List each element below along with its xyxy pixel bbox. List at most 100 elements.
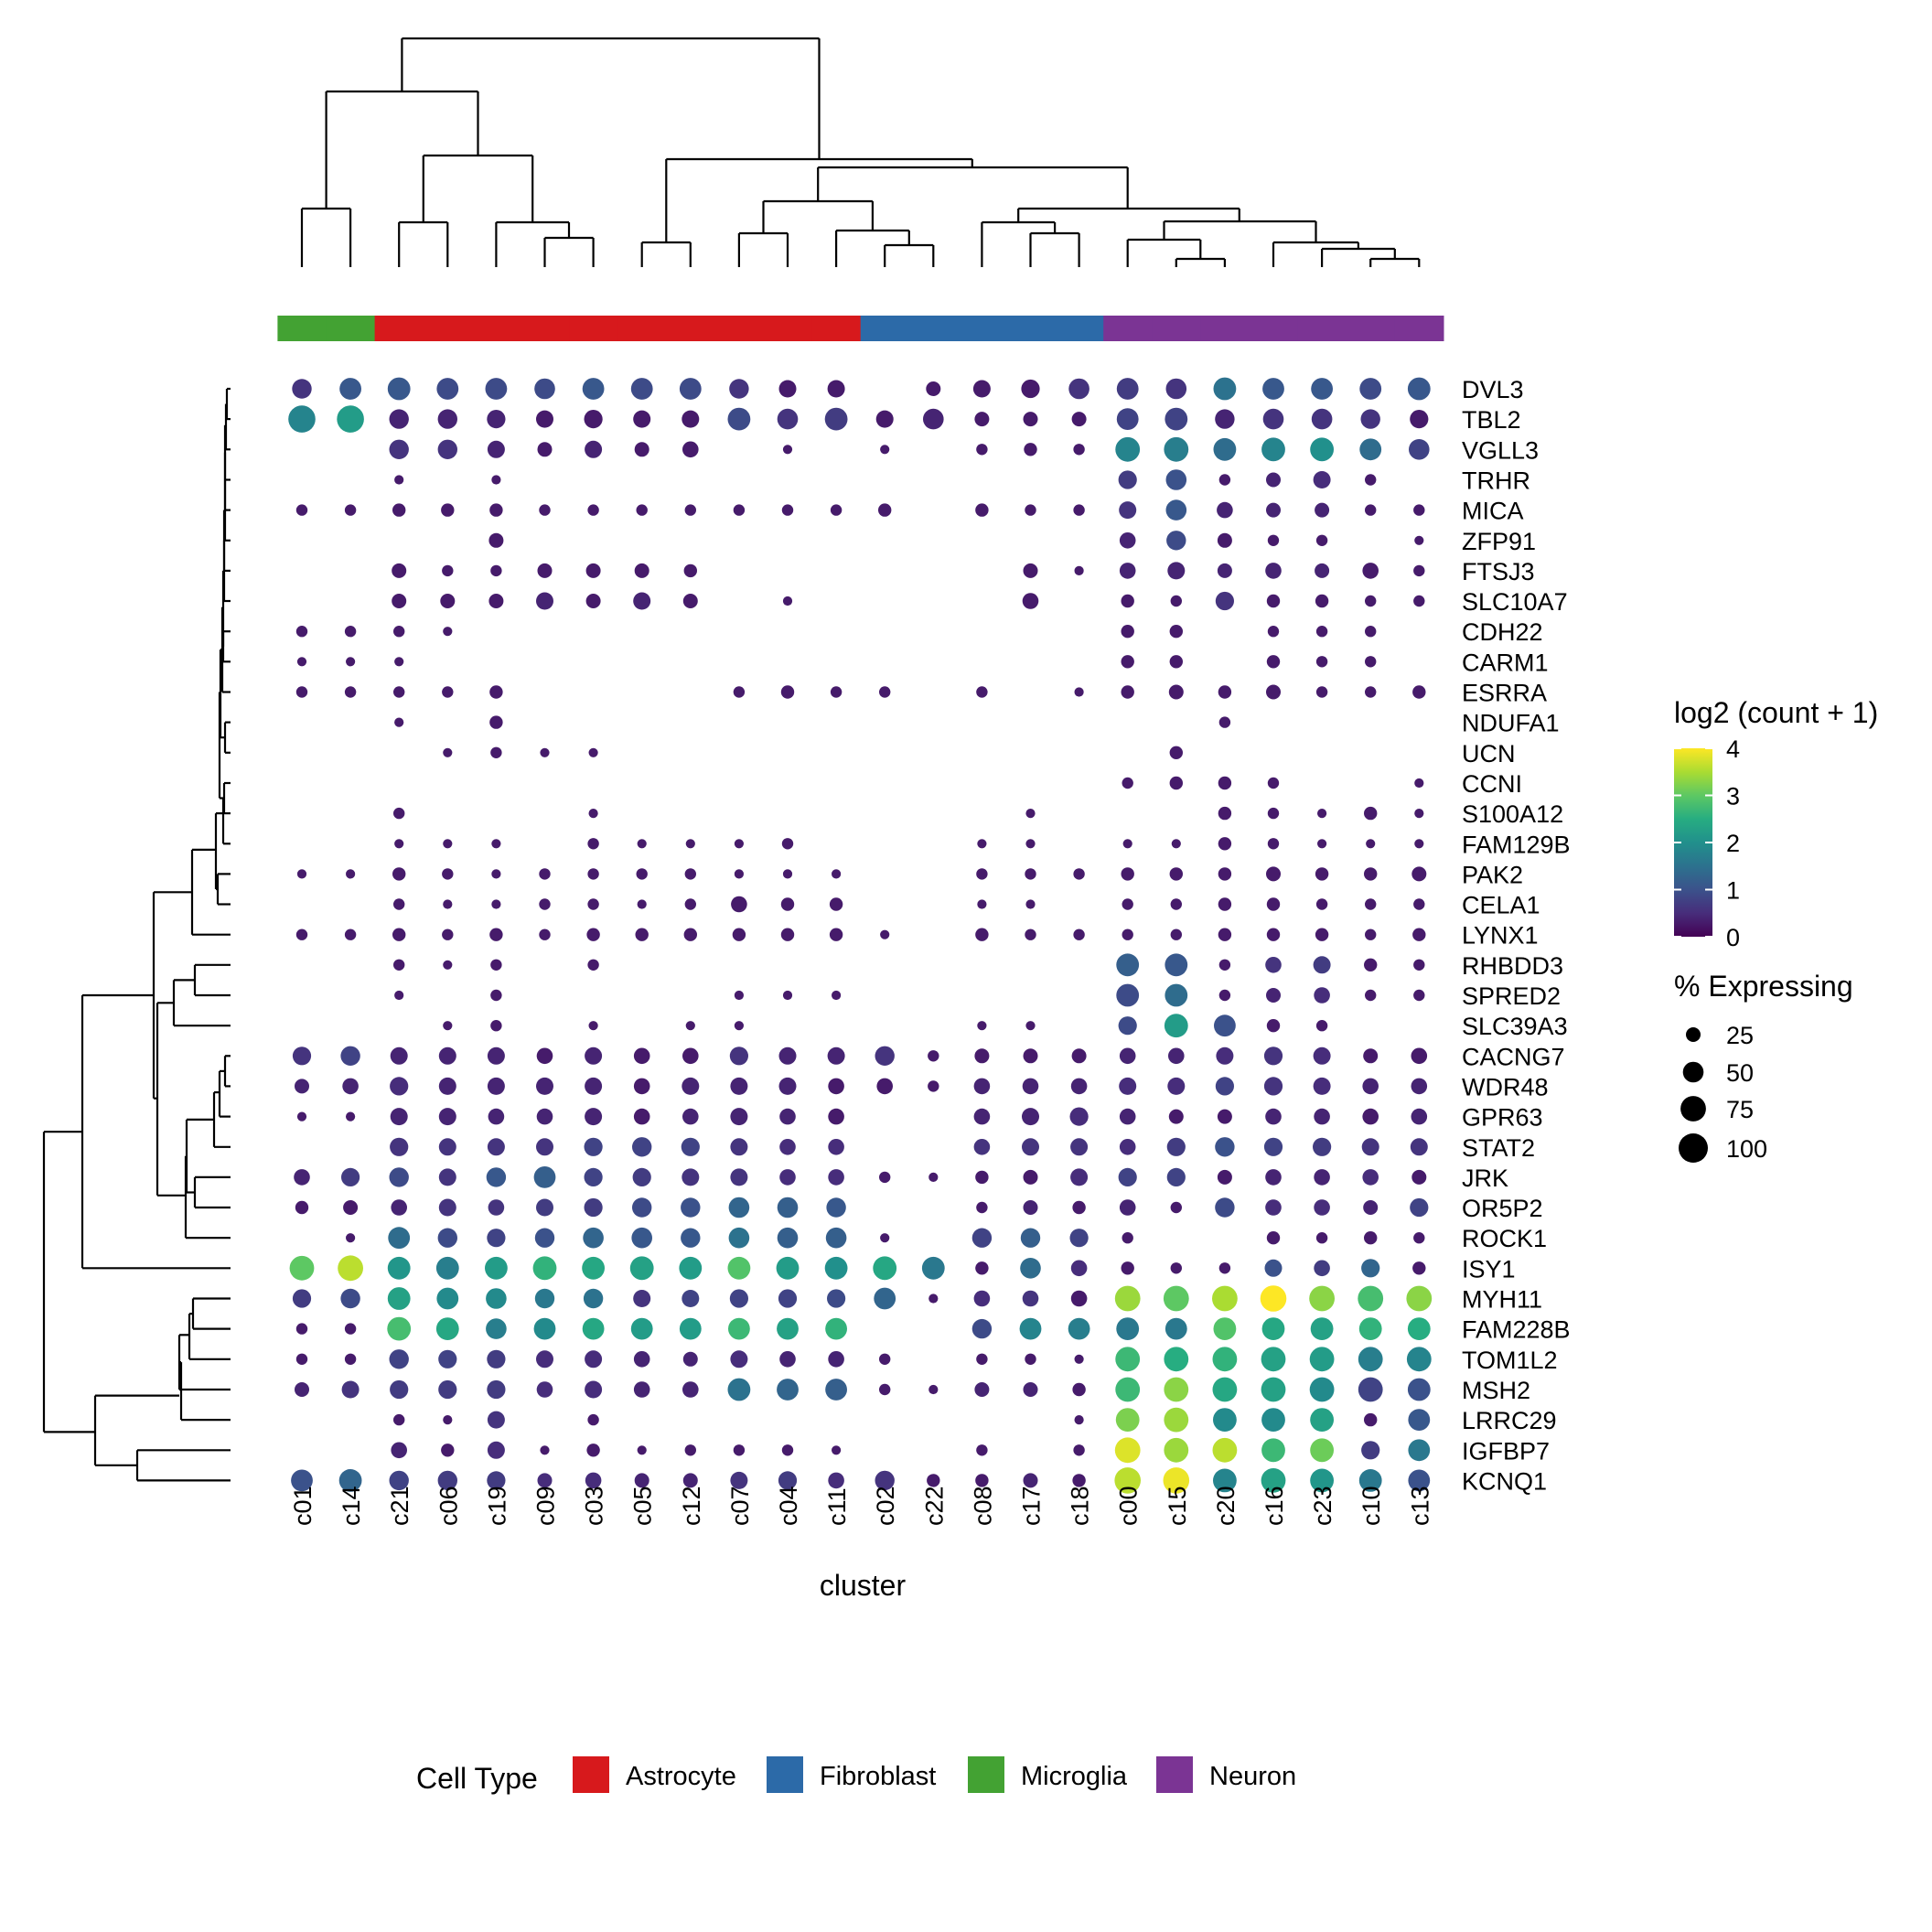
dot-MYH11-c19 (486, 1288, 507, 1309)
dot-DVL3-c16 (1262, 378, 1284, 400)
dot-FAM228B-c23 (1310, 1317, 1334, 1340)
dot-MYH11-c16 (1260, 1285, 1287, 1312)
dot-LYNX1-c15 (1170, 928, 1183, 940)
dot-WDR48-c11 (828, 1078, 844, 1095)
gene-label-PAK2: PAK2 (1462, 861, 1523, 888)
dot-TOM1L2-c01 (295, 1353, 308, 1366)
dot-FAM129B-c23 (1317, 839, 1327, 849)
dot-ESRRA-c18 (1074, 687, 1084, 697)
dot-FAM228B-c21 (387, 1316, 412, 1341)
dot-CARM1-c01 (296, 657, 307, 667)
dot-SPRED2-c04 (782, 990, 793, 1001)
dot-OR5P2-c05 (632, 1197, 652, 1218)
dot-IGFBP7-c10 (1361, 1441, 1380, 1460)
dot-GPR63-c14 (346, 1111, 356, 1122)
dot-UCN-c03 (588, 747, 598, 757)
dot-TBL2-c22 (923, 408, 944, 430)
dot-MSH2-c18 (1072, 1382, 1086, 1397)
cluster-label-c13: c13 (1406, 1486, 1433, 1526)
x-axis-title: cluster (820, 1569, 907, 1602)
dot-GPR63-c07 (730, 1108, 748, 1126)
gene-label-NDUFA1: NDUFA1 (1462, 710, 1560, 737)
dot-DVL3-c04 (778, 380, 797, 398)
legend-swatch-microglia (968, 1756, 1004, 1793)
dot-ISY1-c22 (921, 1256, 945, 1280)
dot-OR5P2-c16 (1265, 1199, 1282, 1216)
gene-label-TOM1L2: TOM1L2 (1462, 1347, 1558, 1374)
dot-MICA-c20 (1217, 501, 1233, 519)
dot-LYNX1-c00 (1122, 928, 1133, 940)
dot-WDR48-c23 (1313, 1077, 1331, 1095)
dot-ROCK1-c04 (777, 1227, 799, 1249)
dot-WDR48-c21 (390, 1077, 409, 1096)
dot-CACNG7-c00 (1119, 1047, 1136, 1065)
dot-FAM228B-c13 (1407, 1317, 1431, 1340)
dot-FAM129B-c17 (1025, 839, 1036, 849)
dot-PAK2-c07 (734, 869, 745, 879)
dot-TOM1L2-c20 (1212, 1347, 1238, 1372)
dot-FAM228B-c16 (1261, 1317, 1285, 1340)
dot-CDH22-c00 (1121, 625, 1134, 639)
annotation-cell-c00 (1103, 316, 1153, 341)
cluster-label-c00: c00 (1115, 1486, 1143, 1526)
dot-KCNQ1-c18 (1072, 1474, 1086, 1487)
dot-RHBDD3-c23 (1313, 956, 1331, 974)
dot-LRRC29-c00 (1115, 1408, 1140, 1432)
dot-WDR48-c05 (633, 1078, 650, 1095)
dot-OR5P2-c09 (536, 1198, 553, 1217)
dot-IGFBP7-c03 (586, 1444, 600, 1457)
dot-SPRED2-c21 (394, 990, 404, 1001)
dot-FAM228B-c00 (1116, 1317, 1140, 1340)
dot-CELA1-c08 (977, 899, 987, 909)
dot-MICA-c00 (1119, 501, 1137, 520)
dot-LYNX1-c14 (344, 928, 357, 940)
dot-SLC10A7-c10 (1365, 595, 1377, 607)
dot-GPR63-c04 (779, 1108, 796, 1125)
dot-STAT2-c23 (1313, 1137, 1332, 1156)
dot-VGLL3-c03 (585, 440, 603, 458)
dot-FAM228B-c14 (344, 1323, 357, 1335)
cluster-label-c12: c12 (678, 1486, 705, 1526)
dot-VGLL3-c23 (1310, 437, 1334, 462)
column-dendrogram (300, 37, 1421, 267)
dot-STAT2-c03 (584, 1137, 603, 1156)
dot-MYH11-c13 (1406, 1285, 1433, 1312)
dot-TBL2-c23 (1311, 408, 1333, 430)
dot-LYNX1-c17 (1025, 928, 1036, 940)
dot-SLC10A7-c23 (1315, 594, 1329, 608)
dot-LYNX1-c16 (1266, 928, 1281, 941)
dot-CELA1-c04 (780, 897, 795, 911)
dot-KCNQ1-c07 (730, 1471, 748, 1489)
dot-ROCK1-c11 (825, 1227, 847, 1249)
dot-JRK-c00 (1118, 1167, 1137, 1186)
dot-GPR63-c18 (1069, 1107, 1089, 1126)
dot-WDR48-c08 (973, 1078, 991, 1095)
dot-IGFBP7-c18 (1073, 1444, 1085, 1456)
annotation-cell-c07 (714, 316, 765, 341)
annotation-cell-c06 (423, 316, 473, 341)
dot-SPRED2-c20 (1218, 989, 1231, 1002)
dot-MSH2-c08 (974, 1382, 990, 1397)
dot-TOM1L2-c10 (1358, 1347, 1383, 1372)
dot-VGLL3-c05 (634, 442, 649, 457)
gene-label-MSH2: MSH2 (1462, 1377, 1530, 1404)
dot-GPR63-c16 (1265, 1108, 1282, 1125)
dot-GPR63-c23 (1314, 1108, 1330, 1125)
dot-WDR48-c14 (342, 1078, 359, 1095)
legend-label-neuron: Neuron (1209, 1762, 1296, 1791)
dot-DVL3-c03 (582, 378, 605, 400)
dot-WDR48-c01 (295, 1079, 309, 1094)
dot-WDR48-c12 (682, 1077, 700, 1095)
dot-MYH11-c21 (387, 1287, 411, 1310)
gene-label-SLC39A3: SLC39A3 (1462, 1013, 1568, 1040)
gene-label-WDR48: WDR48 (1462, 1073, 1549, 1100)
dot-SLC10A7-c00 (1121, 594, 1134, 608)
dot-FTSJ3-c18 (1074, 565, 1084, 576)
gene-label-FAM228B: FAM228B (1462, 1316, 1571, 1344)
dot-STAT2-c08 (973, 1139, 991, 1155)
dot-TBL2-c05 (633, 410, 651, 428)
dot-OR5P2-c20 (1215, 1197, 1235, 1218)
dot-DVL3-c00 (1116, 378, 1139, 400)
dot-ISY1-c21 (387, 1256, 411, 1280)
dot-CACNG7-c04 (778, 1046, 797, 1065)
